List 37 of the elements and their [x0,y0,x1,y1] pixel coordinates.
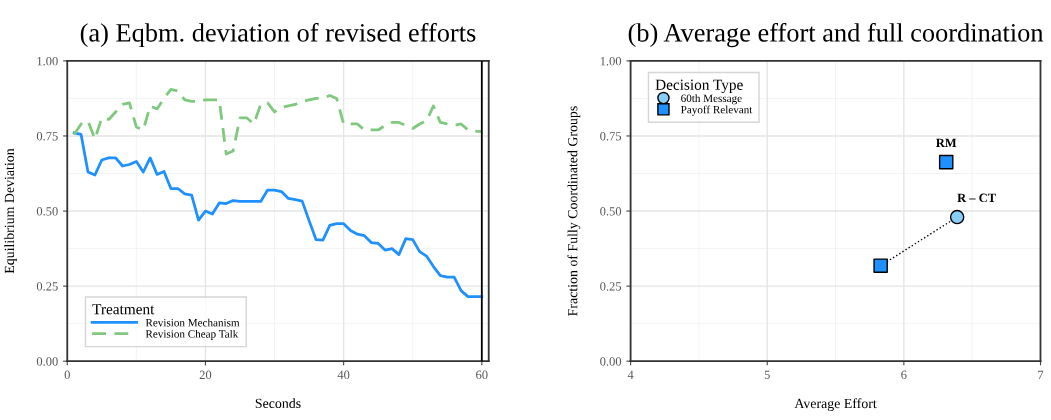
point [938,154,954,170]
x-axis-title: Seconds [255,398,301,408]
chart-title: (a) Eqbm. deviation of revised efforts [80,22,476,48]
annotation: R – CT [957,193,996,203]
annotation: RM [936,138,957,147]
x-tick-label: 20 [199,370,212,380]
point [949,209,965,225]
legend-label: Payoff Relevant [680,105,753,116]
legend-title: Treatment [92,304,155,315]
y-axis-title: Equilibrium Deviation [4,148,17,274]
x-tick-label: 0 [64,370,70,380]
x-tick-label: 7 [1038,370,1044,379]
legend-label: Revision Mechanism [145,318,240,327]
x-tick-label: 40 [337,370,350,380]
y-tick-label: 0.00 [600,357,622,366]
legend-title: Decision Type [655,79,743,94]
legend-label: 60th Message [681,94,742,105]
y-tick-label: 0.25 [600,282,622,291]
chart-title: (b) Average effort and full coordination [628,22,1044,48]
x-tick-label: 60 [476,370,488,380]
line-series [72,88,484,156]
y-axis-title: Fraction of Fully Coordinated Groups [567,106,581,316]
y-tick-label: 0.25 [36,282,58,291]
legend-label: Revision Cheap Talk [145,329,239,340]
point [873,258,888,273]
y-tick-label: 0.50 [600,207,622,216]
y-tick-label: 1.00 [600,56,622,66]
y-tick-label: 0.00 [36,357,58,366]
y-tick-label: 0.50 [36,207,58,216]
x-tick-label: 4 [627,370,634,379]
y-tick-label: 1.00 [37,56,58,66]
y-tick-label: 0.75 [600,132,622,141]
x-axis-title: Average Effort [794,398,877,412]
y-tick-label: 0.75 [36,132,58,141]
x-tick-label: 5 [764,370,770,380]
line-series [72,131,484,299]
x-tick-label: 6 [901,370,907,380]
